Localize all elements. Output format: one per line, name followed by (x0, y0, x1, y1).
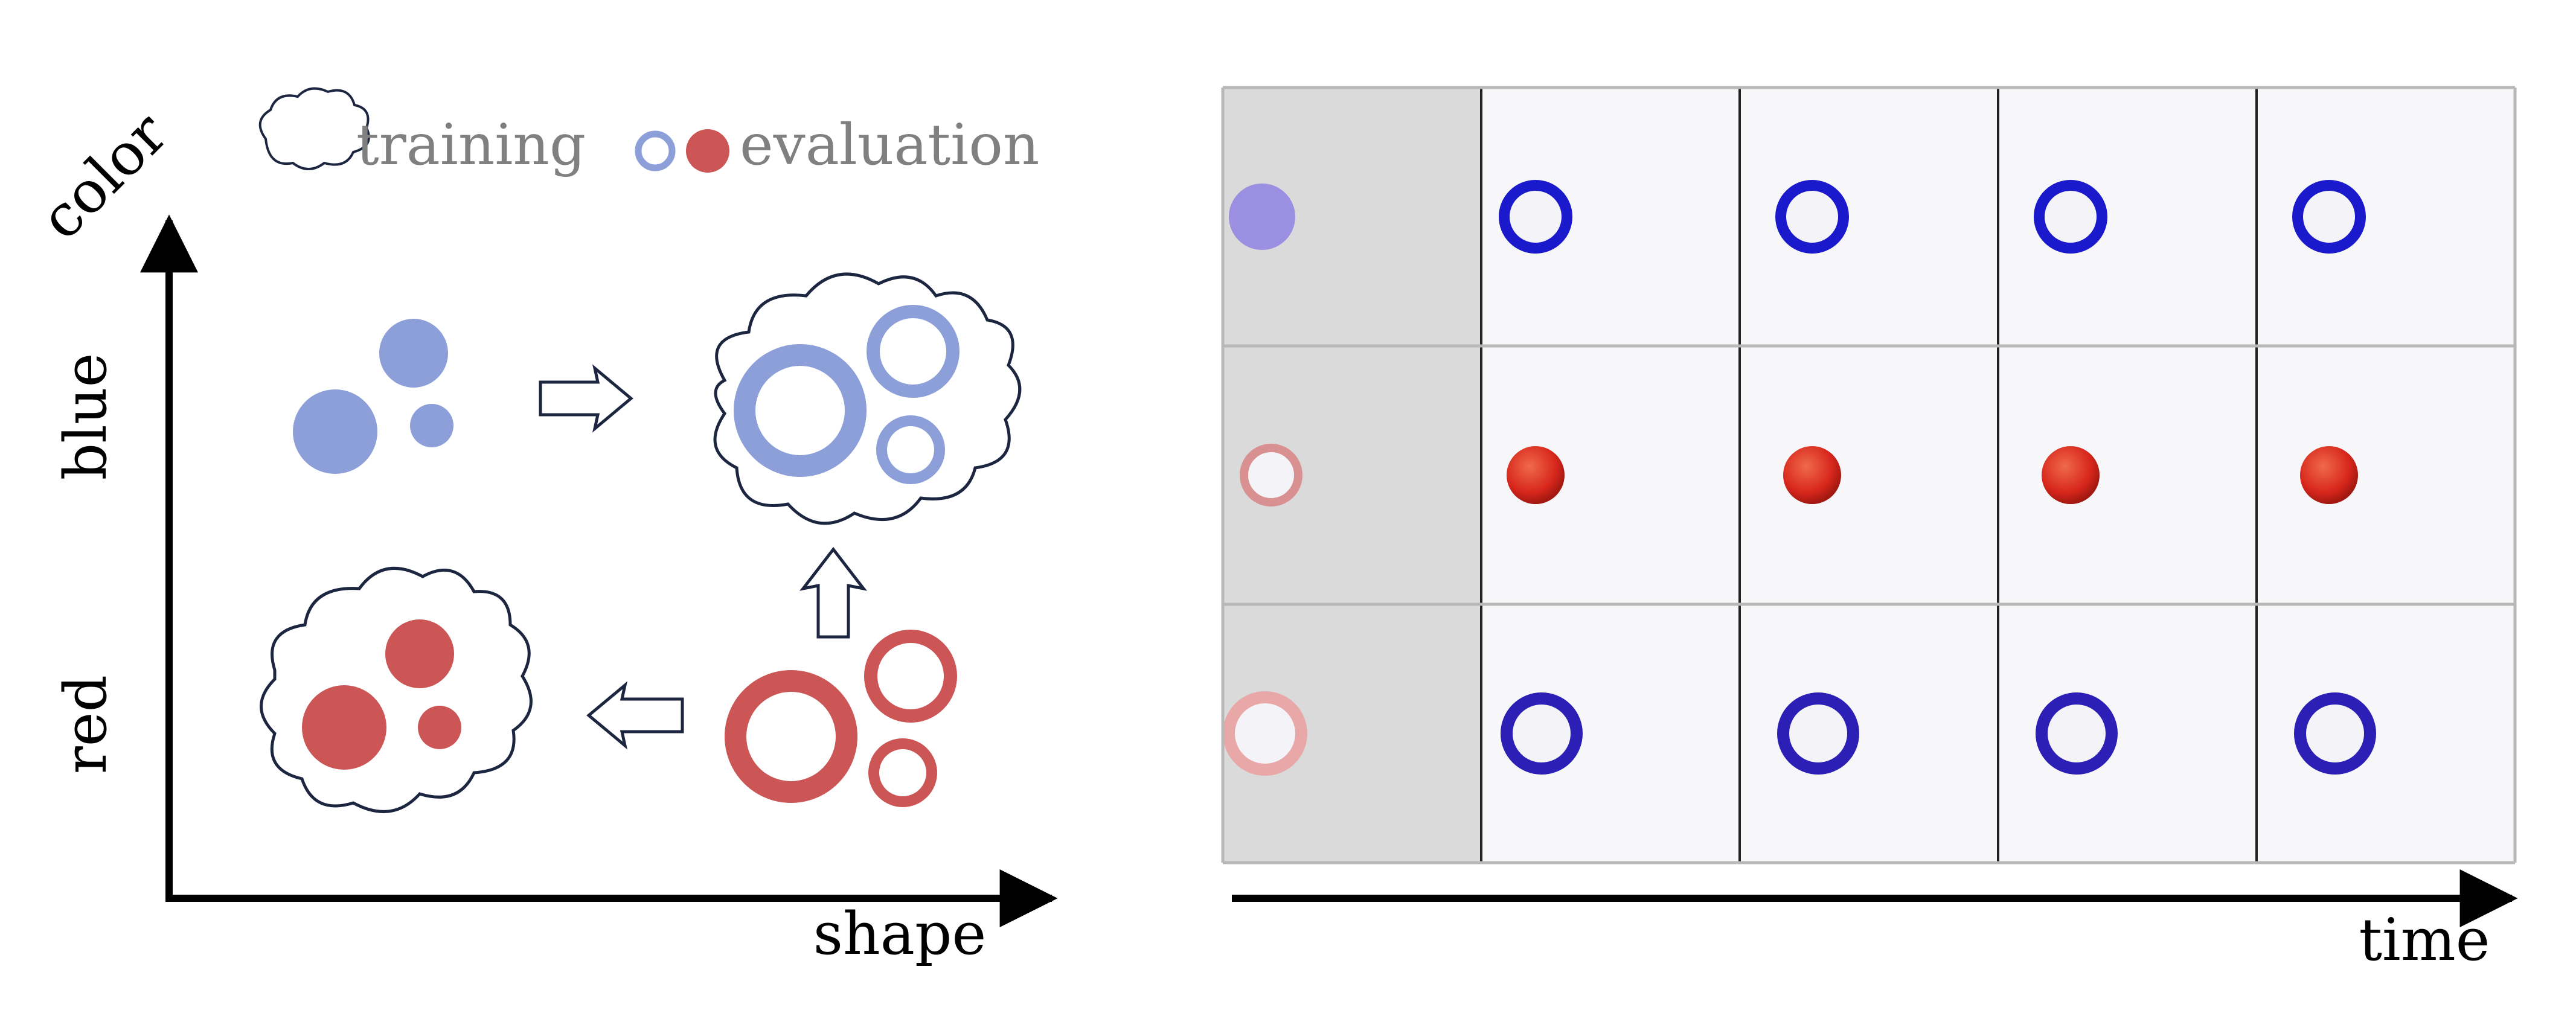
frame-grid (1221, 86, 2517, 864)
rollout-grid-panel: time (1221, 86, 2518, 974)
training-cloud-icon (258, 87, 370, 170)
frame-ring (1775, 180, 1849, 254)
frame-disc (1507, 446, 1565, 504)
frame-ring (1223, 691, 1307, 776)
frame-disc (2300, 446, 2358, 504)
y-axis-label: color (27, 100, 180, 252)
concept-diagram: color shape blue red training evaluation (27, 87, 1058, 968)
grid-cell (2257, 346, 2515, 604)
x-axis-label: shape (813, 900, 987, 968)
frame-disc (2042, 446, 2100, 504)
frame-ring (2292, 180, 2366, 254)
frame-ring (2034, 180, 2107, 254)
frame-ring (2294, 692, 2376, 775)
frame-disc (1229, 184, 1295, 250)
red-training-cloud (260, 566, 533, 813)
arrow-left-icon (586, 681, 684, 750)
blue-evaluation-cloud (713, 272, 1022, 525)
legend-evaluation-label: evaluation (740, 112, 1039, 178)
frame-ring (1240, 444, 1302, 506)
frame-ring (1501, 692, 1583, 775)
evaluation-disc-icon (686, 129, 729, 173)
blue-training-discs (293, 319, 453, 474)
grid-cell (1740, 346, 1998, 604)
red-evaluation-rings (725, 630, 957, 807)
legend-training-label: training (356, 112, 586, 178)
frame-disc (1783, 446, 1841, 504)
frame-ring (1499, 180, 1572, 254)
y-tick-red: red (52, 675, 120, 774)
evaluation-ring-icon (635, 130, 676, 171)
y-tick-blue: blue (52, 353, 120, 481)
legend: training evaluation (258, 87, 1039, 178)
frame-ring (2036, 692, 2118, 775)
arrow-up-icon (799, 546, 868, 639)
grid-cell (1998, 346, 2257, 604)
frame-ring (1777, 692, 1859, 775)
time-axis-label: time (2359, 906, 2490, 974)
arrow-right-icon (539, 364, 633, 433)
